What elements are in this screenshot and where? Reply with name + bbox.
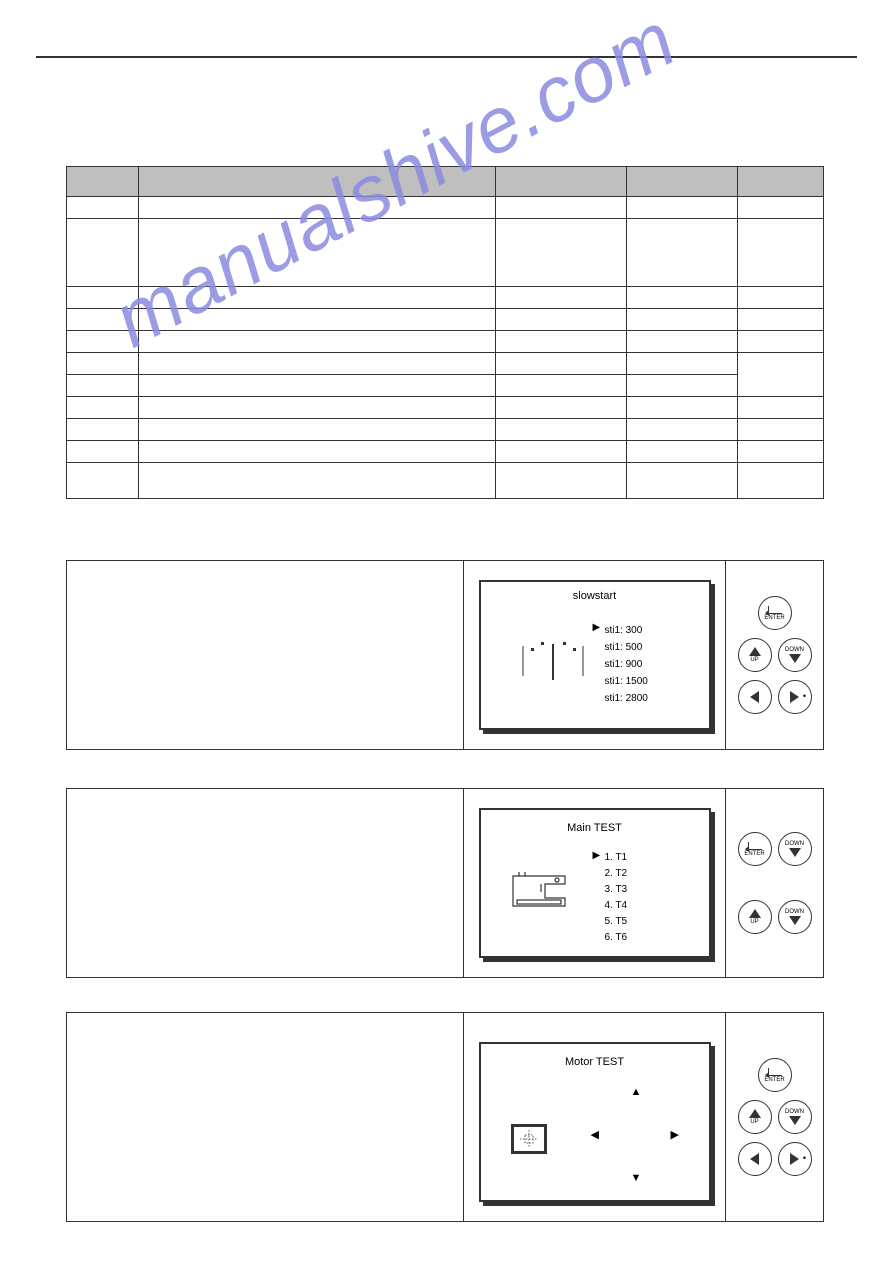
button-label: UP (750, 657, 758, 663)
list-item: 2. T2 (605, 866, 628, 882)
list-item: 1. T1 (605, 850, 628, 866)
slowstart-screen: slowstart ▶ sti1: 300 sti1: 500 sti1: 90… (479, 580, 711, 730)
table-row (67, 463, 824, 499)
left-arrow-icon (750, 1153, 759, 1165)
down-arrow-icon (789, 654, 801, 663)
up-arrow-icon (749, 647, 761, 656)
panel-description (66, 560, 464, 750)
screen-title: Motor TEST (481, 1056, 709, 1068)
table-row (67, 397, 824, 419)
list-item: sti1: 900 (605, 656, 648, 673)
up-arrow-icon (749, 1109, 761, 1118)
header-col-4 (627, 167, 738, 197)
up-button[interactable]: UP (738, 1100, 772, 1134)
list-item: sti1: 1500 (605, 673, 648, 690)
crosshair-icon (511, 1124, 547, 1154)
table-row (67, 419, 824, 441)
main-test-screen: Main TEST ▶ 1. T1 2. T2 3. T3 4. T4 5. T… (479, 808, 711, 958)
button-label: DOWN (785, 647, 804, 653)
main-test-list: 1. T1 2. T2 3. T3 4. T4 5. T5 6. T6 (605, 850, 628, 946)
up-button[interactable]: UP (738, 638, 772, 672)
down-button[interactable]: DOWN (778, 832, 812, 866)
list-item: sti1: 2800 (605, 690, 648, 707)
table-row (67, 441, 824, 463)
down-button[interactable]: DOWN (778, 638, 812, 672)
right-dot-button[interactable] (778, 680, 812, 714)
slowstart-panel: slowstart ▶ sti1: 300 sti1: 500 sti1: 90… (66, 560, 824, 750)
list-item: 6. T6 (605, 930, 628, 946)
right-arrow-dot-icon (790, 1153, 799, 1165)
enter-arrow-icon (768, 1068, 782, 1076)
table-row (67, 375, 824, 397)
table-row (67, 331, 824, 353)
list-item: sti1: 500 (605, 639, 648, 656)
down-button[interactable]: DOWN (778, 1100, 812, 1134)
button-label: DOWN (785, 909, 804, 915)
button-column: ENTER UP DOWN (726, 560, 824, 750)
arrow-up-icon: ▲ (631, 1086, 642, 1098)
left-arrow-icon (750, 691, 759, 703)
screen-title: Main TEST (481, 822, 709, 834)
panel-screen-container: Main TEST ▶ 1. T1 2. T2 3. T3 4. T4 5. T… (464, 788, 726, 978)
cursor-icon: ▶ (593, 850, 601, 861)
page-top-rule (36, 56, 857, 58)
button-column: ENTER UP DOWN (726, 1012, 824, 1222)
right-arrow-dot-icon (790, 691, 799, 703)
slowstart-list: sti1: 300 sti1: 500 sti1: 900 sti1: 1500… (605, 622, 648, 707)
list-item: sti1: 300 (605, 622, 648, 639)
right-dot-button[interactable] (778, 1142, 812, 1176)
enter-button[interactable]: ENTER (758, 1058, 792, 1092)
panel-screen-container: slowstart ▶ sti1: 300 sti1: 500 sti1: 90… (464, 560, 726, 750)
table-row (67, 197, 824, 219)
header-col-3 (495, 167, 626, 197)
direction-arrows: ▲ ◀ ▶ ▼ (577, 1086, 697, 1186)
table-header-row (67, 167, 824, 197)
up-button[interactable]: UP (738, 900, 772, 934)
table-row (67, 309, 824, 331)
list-item: 3. T3 (605, 882, 628, 898)
up-arrow-icon (749, 909, 761, 918)
panel-description (66, 1012, 464, 1222)
stitch-pattern-icon (519, 636, 587, 688)
cursor-icon: ▶ (593, 622, 601, 633)
enter-arrow-icon (748, 842, 762, 850)
button-label: UP (750, 919, 758, 925)
panel-description (66, 788, 464, 978)
down-arrow-icon (789, 916, 801, 925)
arrow-down-icon: ▼ (631, 1172, 642, 1184)
table-row (67, 287, 824, 309)
header-col-2 (138, 167, 495, 197)
button-label: DOWN (785, 1109, 804, 1115)
sewing-machine-icon (511, 870, 571, 910)
enter-arrow-icon (768, 606, 782, 614)
table-row (67, 353, 824, 375)
enter-button[interactable]: ENTER (758, 596, 792, 630)
table-row (67, 219, 824, 287)
down-arrow-icon (789, 1116, 801, 1125)
main-test-panel: Main TEST ▶ 1. T1 2. T2 3. T3 4. T4 5. T… (66, 788, 824, 978)
down-button[interactable]: DOWN (778, 900, 812, 934)
left-button[interactable] (738, 680, 772, 714)
button-column: ENTER DOWN UP DOWN (726, 788, 824, 978)
down-arrow-icon (789, 848, 801, 857)
arrow-right-icon: ▶ (671, 1128, 679, 1141)
list-item: 4. T4 (605, 898, 628, 914)
panel-screen-container: Motor TEST ▲ ◀ ▶ ▼ (464, 1012, 726, 1222)
button-label: UP (750, 1119, 758, 1125)
left-button[interactable] (738, 1142, 772, 1176)
list-item: 5. T5 (605, 914, 628, 930)
motor-test-screen: Motor TEST ▲ ◀ ▶ ▼ (479, 1042, 711, 1202)
motor-test-panel: Motor TEST ▲ ◀ ▶ ▼ EN (66, 1012, 824, 1222)
arrow-left-icon: ◀ (591, 1128, 599, 1141)
header-col-1 (67, 167, 139, 197)
parameter-table (66, 166, 824, 499)
header-col-5 (737, 167, 823, 197)
enter-button[interactable]: ENTER (738, 832, 772, 866)
button-label: DOWN (785, 841, 804, 847)
screen-title: slowstart (481, 590, 709, 602)
